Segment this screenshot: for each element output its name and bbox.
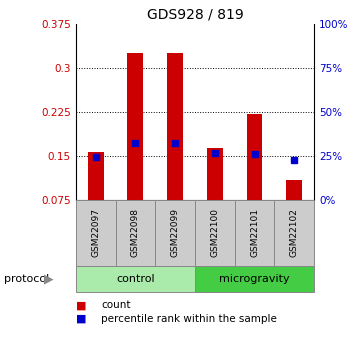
Text: protocol: protocol — [4, 274, 49, 284]
Text: ■: ■ — [76, 314, 86, 324]
Text: GSM22100: GSM22100 — [210, 208, 219, 257]
Text: count: count — [101, 300, 131, 310]
Bar — [247, 114, 262, 200]
Bar — [88, 152, 104, 200]
Bar — [167, 53, 183, 200]
Text: percentile rank within the sample: percentile rank within the sample — [101, 314, 277, 324]
Text: GSM22102: GSM22102 — [290, 208, 299, 257]
Text: control: control — [116, 274, 155, 284]
Text: GSM22098: GSM22098 — [131, 208, 140, 257]
Text: GSM22099: GSM22099 — [171, 208, 179, 257]
Bar — [207, 148, 223, 200]
Text: ■: ■ — [76, 300, 86, 310]
Text: ▶: ▶ — [44, 272, 53, 285]
Bar — [286, 179, 302, 200]
Text: GSM22101: GSM22101 — [250, 208, 259, 257]
Bar — [127, 53, 143, 200]
Text: microgravity: microgravity — [219, 274, 290, 284]
Title: GDS928 / 819: GDS928 / 819 — [147, 8, 243, 22]
Text: GSM22097: GSM22097 — [91, 208, 100, 257]
